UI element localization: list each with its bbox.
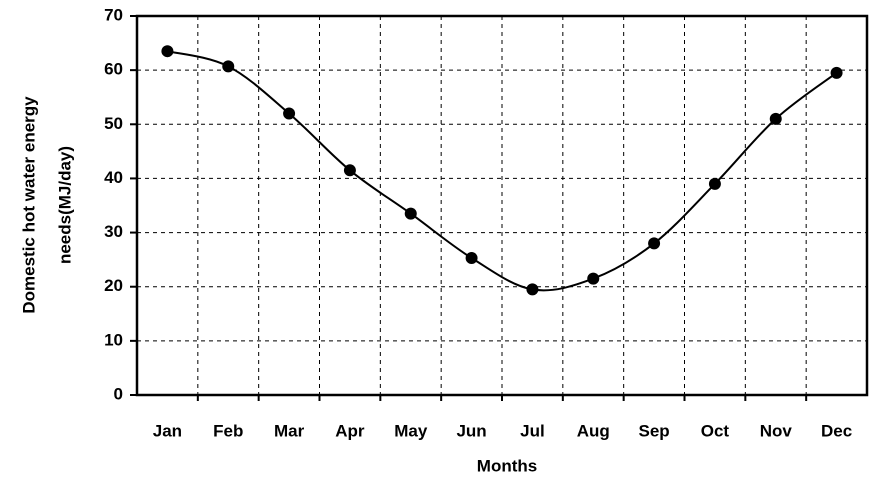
y-axis-title-line: Domestic hot water energy: [19, 96, 38, 314]
y-tick-label: 10: [104, 330, 123, 349]
marker: [404, 207, 417, 220]
marker: [283, 107, 296, 120]
y-tick-label: 30: [104, 222, 123, 241]
x-tick-label: Sep: [638, 421, 669, 440]
x-tick-label: Apr: [335, 421, 365, 440]
x-tick-label: Jan: [153, 421, 182, 440]
x-tick-label: Mar: [274, 421, 305, 440]
plot-frame: [135, 14, 869, 397]
y-axis-title-line: needs(MJ/day): [55, 146, 74, 264]
y-tick-label: 60: [104, 60, 123, 79]
y-tick-label: 20: [104, 276, 123, 295]
x-tick-label: May: [394, 421, 428, 440]
marker: [526, 283, 539, 296]
y-tick-label: 50: [104, 114, 123, 133]
x-tick-label: Aug: [577, 421, 610, 440]
x-tick-label: Feb: [213, 421, 243, 440]
x-tick-label: Oct: [701, 421, 730, 440]
x-tick-label: Dec: [821, 421, 852, 440]
marker: [708, 177, 721, 190]
marker: [769, 112, 782, 125]
marker: [222, 60, 235, 73]
marker: [161, 45, 174, 58]
marker: [587, 272, 600, 285]
y-tick-label: 70: [104, 5, 123, 24]
marker: [648, 237, 661, 250]
marker: [830, 66, 843, 79]
x-axis-title: Months: [477, 456, 537, 475]
marker: [465, 252, 478, 265]
y-axis-title: Domestic hot water energy needs(MJ/day): [19, 96, 74, 314]
x-tick-label: Jul: [520, 421, 545, 440]
x-tick-label: Jun: [456, 421, 486, 440]
y-tick-label: 0: [114, 384, 123, 403]
y-tick-label: 40: [104, 168, 123, 187]
marker: [343, 164, 356, 177]
x-tick-label: Nov: [760, 421, 793, 440]
